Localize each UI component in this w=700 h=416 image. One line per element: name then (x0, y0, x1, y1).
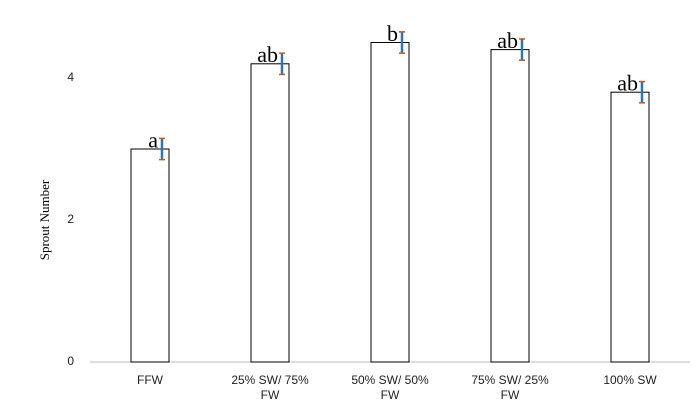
x-tick-label: 50% SW/ 50% FW (351, 373, 429, 402)
error-bar (159, 137, 165, 161)
y-axis-label: Sprout Number (37, 179, 52, 260)
bar (250, 63, 290, 363)
significance-letter: b (387, 21, 398, 46)
x-tick-label: 75% SW/ 25% FW (471, 373, 549, 402)
y-tick-label: 4 (67, 70, 74, 84)
bar (490, 49, 530, 363)
significance-letter: ab (497, 28, 518, 53)
significance-letter: ab (257, 42, 278, 67)
error-bar (639, 80, 645, 104)
significance-letter: ab (617, 71, 638, 96)
y-tick-label: 2 (67, 212, 74, 226)
bar (130, 148, 170, 363)
error-bar (519, 38, 525, 61)
x-tick-label: FFW (137, 373, 163, 387)
significance-letter: a (148, 127, 158, 152)
bar (370, 42, 410, 363)
error-bar (399, 31, 405, 54)
error-bar (279, 52, 285, 76)
x-tick-label: 25% SW/ 75% FW (231, 373, 309, 402)
bar (610, 91, 650, 363)
y-tick-label: 0 (67, 354, 74, 368)
x-tick-label: 100% SW (603, 373, 657, 387)
